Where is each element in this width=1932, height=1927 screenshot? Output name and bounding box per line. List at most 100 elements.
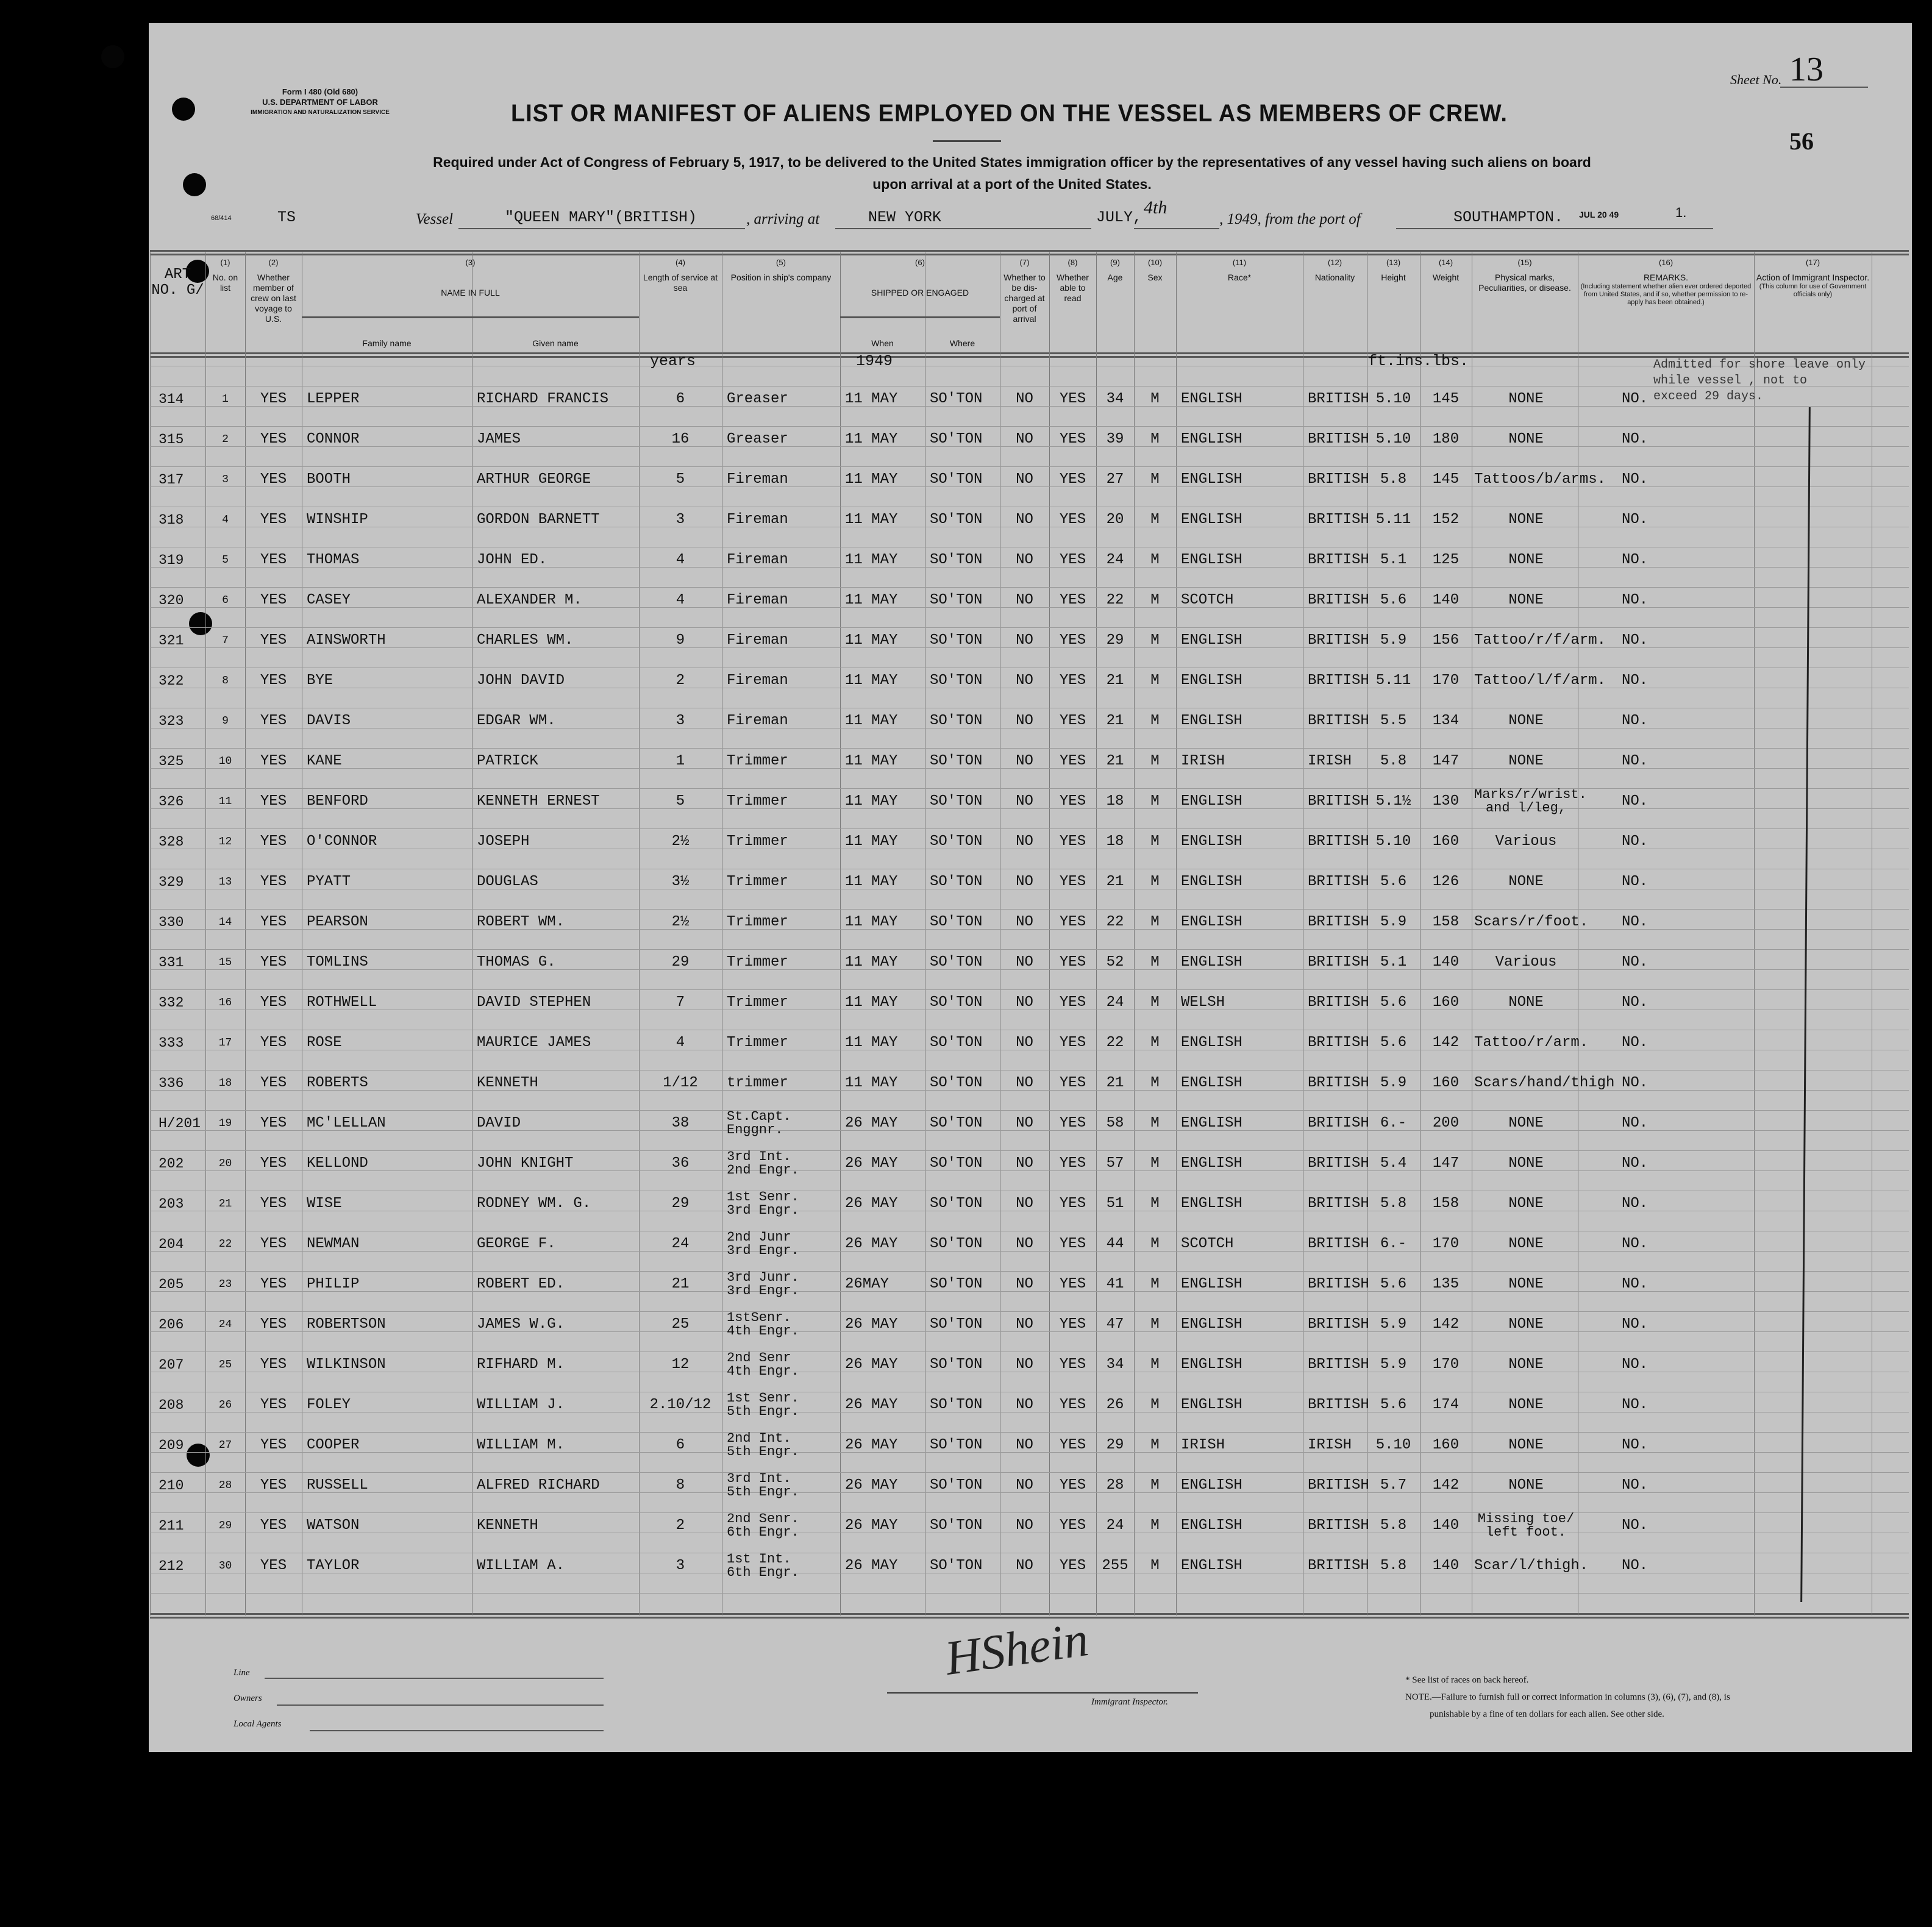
cell-art-no: 203 bbox=[159, 1196, 184, 1212]
cell-weight: 160 bbox=[1432, 833, 1460, 850]
table-row: 208 26 YES FOLEY WILLIAM J. 2.10/12 1st Senr. … bbox=[150, 1385, 1909, 1425]
cell-art-no: 326 bbox=[159, 794, 184, 810]
cell-family-name: ROTHWELL bbox=[307, 994, 377, 1011]
cell-able-to-read: YES bbox=[1059, 511, 1086, 528]
cell-remarks: NO. bbox=[1622, 511, 1649, 528]
inspector-label: Immigrant Inspector. bbox=[1091, 1697, 1168, 1707]
cell-discharged: NO bbox=[1016, 1195, 1033, 1212]
cell-height: 5.1 bbox=[1380, 552, 1407, 568]
cell-crew-last-voyage: YES bbox=[260, 511, 287, 528]
cell-weight: 142 bbox=[1432, 1035, 1460, 1051]
cell-position: Trimmer bbox=[727, 954, 788, 971]
cell-age: 21 bbox=[1106, 672, 1124, 689]
header-sex: (10) Sex bbox=[1147, 258, 1163, 282]
cell-given-name: MAURICE JAMES bbox=[477, 1035, 591, 1051]
cell-position: St.Capt. Enggnr. bbox=[727, 1109, 791, 1138]
cell-race: ENGLISH bbox=[1181, 1477, 1242, 1494]
row-rule bbox=[150, 1130, 1909, 1131]
cell-age: 22 bbox=[1106, 1035, 1124, 1051]
cell-family-name: TAYLOR bbox=[307, 1558, 360, 1574]
cell-sex: M bbox=[1150, 1155, 1160, 1172]
cell-race: ENGLISH bbox=[1181, 914, 1242, 930]
cell-length-of-service: 2 bbox=[675, 1517, 685, 1534]
cell-height: 6.- bbox=[1380, 1115, 1407, 1131]
cell-remarks: NO. bbox=[1622, 1075, 1649, 1091]
cell-remarks: NO. bbox=[1622, 552, 1649, 568]
department: U.S. DEPARTMENT OF LABOR bbox=[262, 98, 378, 107]
cell-discharged: NO bbox=[1016, 1035, 1033, 1051]
cell-length-of-service: 29 bbox=[671, 954, 690, 971]
row-rule bbox=[150, 1452, 1909, 1453]
cell-list-no: 16 bbox=[218, 997, 232, 1009]
cell-art-no: 202 bbox=[159, 1156, 184, 1172]
cell-remarks: NO. bbox=[1622, 833, 1649, 850]
cell-race: ENGLISH bbox=[1181, 1195, 1242, 1212]
cell-family-name: THOMAS bbox=[307, 552, 360, 568]
cell-list-no: 22 bbox=[218, 1238, 232, 1250]
cell-race: IRISH bbox=[1181, 753, 1225, 769]
cell-family-name: WINSHIP bbox=[307, 511, 368, 528]
cell-shipped-when: 26 MAY bbox=[845, 1437, 898, 1453]
cell-crew-last-voyage: YES bbox=[260, 1397, 287, 1413]
cell-crew-last-voyage: YES bbox=[260, 672, 287, 689]
cell-shipped-when: 26 MAY bbox=[845, 1397, 898, 1413]
cell-crew-last-voyage: YES bbox=[260, 753, 287, 769]
cell-sex: M bbox=[1150, 672, 1160, 689]
row-rule bbox=[150, 406, 1909, 407]
cell-shipped-where: SO'TON bbox=[930, 713, 983, 729]
cell-family-name: PEARSON bbox=[307, 914, 368, 930]
row-rule bbox=[150, 627, 1909, 628]
cell-nationality: BRITISH bbox=[1308, 511, 1369, 528]
cell-able-to-read: YES bbox=[1059, 672, 1086, 689]
cell-position: Greaser bbox=[727, 431, 788, 447]
cell-position: trimmer bbox=[727, 1075, 788, 1091]
cell-weight: 160 bbox=[1432, 1075, 1460, 1091]
cell-given-name: JOSEPH bbox=[477, 833, 530, 850]
vessel-label: Vessel bbox=[416, 211, 454, 227]
cell-shipped-when: 11 MAY bbox=[845, 713, 898, 729]
cell-discharged: NO bbox=[1016, 471, 1033, 488]
cell-list-no: 11 bbox=[218, 796, 232, 808]
table-row: 203 21 YES WISE RODNEY WM. G. 29 1st Senr. 3rd… bbox=[150, 1184, 1909, 1224]
cell-weight: 152 bbox=[1432, 511, 1460, 528]
cell-remarks: NO. bbox=[1622, 1517, 1649, 1534]
cell-age: 18 bbox=[1106, 833, 1124, 850]
cell-discharged: NO bbox=[1016, 632, 1033, 649]
column-rule bbox=[840, 252, 841, 1615]
cell-race: ENGLISH bbox=[1181, 1115, 1242, 1131]
table-row: 331 15 YES TOMLINS THOMAS G. 29 Trimmer 11 MAY S… bbox=[150, 942, 1909, 983]
column-rule bbox=[1754, 252, 1755, 1615]
cell-race: ENGLISH bbox=[1181, 471, 1242, 488]
cell-position: 2nd Senr. 6th Engr. bbox=[727, 1511, 799, 1540]
row-rule bbox=[150, 1291, 1909, 1292]
cell-length-of-service: 2½ bbox=[671, 833, 690, 850]
row-rule bbox=[150, 1593, 1909, 1594]
cell-physical-marks: Scar/l/thigh. bbox=[1474, 1558, 1589, 1574]
row-rule bbox=[150, 647, 1909, 648]
cell-shipped-when: 26 MAY bbox=[845, 1517, 898, 1534]
cell-sex: M bbox=[1150, 1517, 1160, 1534]
cell-able-to-read: YES bbox=[1059, 833, 1086, 850]
cell-height: 5.10 bbox=[1375, 833, 1411, 850]
cell-shipped-when: 11 MAY bbox=[845, 1035, 898, 1051]
cell-given-name: KENNETH ERNEST bbox=[477, 793, 600, 810]
table-row: 205 23 YES PHILIP ROBERT ED. 21 3rd Junr. 3rd … bbox=[150, 1264, 1909, 1305]
cell-sex: M bbox=[1150, 471, 1160, 488]
cell-remarks: NO. bbox=[1622, 1276, 1649, 1292]
cell-position: 2nd Int. 5th Engr. bbox=[727, 1431, 799, 1459]
cell-age: 47 bbox=[1106, 1316, 1124, 1333]
cell-given-name: EDGAR WM. bbox=[477, 713, 556, 729]
cell-physical-marks: NONE bbox=[1508, 1356, 1544, 1373]
cell-crew-last-voyage: YES bbox=[260, 1477, 287, 1494]
cell-nationality: BRITISH bbox=[1308, 914, 1369, 930]
cell-age: 34 bbox=[1106, 391, 1124, 407]
cell-height: 5.8 bbox=[1380, 1517, 1407, 1534]
cell-position: Fireman bbox=[727, 592, 788, 608]
cell-weight: 160 bbox=[1432, 994, 1460, 1011]
row-rule bbox=[150, 768, 1909, 769]
form-number: Form I 480 (Old 680) bbox=[282, 87, 358, 96]
table-row: 322 8 YES BYE JOHN DAVID 2 Fireman 11 MAY SO'TON… bbox=[150, 661, 1909, 701]
cell-given-name: ARTHUR GEORGE bbox=[477, 471, 591, 488]
cell-position: Fireman bbox=[727, 552, 788, 568]
cell-list-no: 5 bbox=[222, 554, 229, 566]
